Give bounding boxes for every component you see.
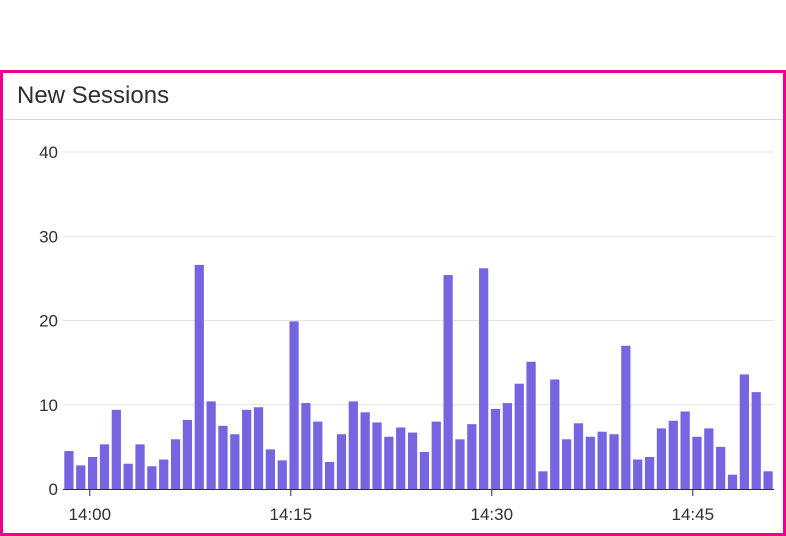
bar[interactable] xyxy=(609,434,619,489)
y-tick-label: 10 xyxy=(39,396,58,415)
bar[interactable] xyxy=(206,401,216,489)
bar[interactable] xyxy=(313,421,323,489)
y-tick-label: 0 xyxy=(49,480,58,499)
bar[interactable] xyxy=(194,264,204,489)
bar[interactable] xyxy=(621,345,631,489)
bar[interactable] xyxy=(242,409,252,489)
bar[interactable] xyxy=(407,432,418,489)
bar[interactable] xyxy=(668,420,678,489)
bar[interactable] xyxy=(455,439,465,489)
bar[interactable] xyxy=(716,446,726,490)
bar[interactable] xyxy=(218,425,228,489)
bar[interactable] xyxy=(526,361,536,489)
bar[interactable] xyxy=(99,444,110,489)
x-tick-label: 14:00 xyxy=(69,505,112,524)
y-tick-label: 30 xyxy=(39,227,58,246)
bar[interactable] xyxy=(336,434,347,489)
bar[interactable] xyxy=(419,451,430,489)
bar[interactable] xyxy=(159,459,169,489)
y-tick-label: 40 xyxy=(39,143,58,162)
bar[interactable] xyxy=(573,423,584,489)
bar[interactable] xyxy=(443,275,453,489)
bar[interactable] xyxy=(739,374,749,489)
bar[interactable] xyxy=(88,456,98,489)
bar[interactable] xyxy=(550,379,560,489)
bar[interactable] xyxy=(562,439,572,489)
bar[interactable] xyxy=(170,439,181,489)
bar[interactable] xyxy=(597,431,607,489)
bar[interactable] xyxy=(680,411,690,489)
panel-title: New Sessions xyxy=(17,82,170,109)
bar[interactable] xyxy=(384,436,394,489)
bar[interactable] xyxy=(135,444,145,489)
bar[interactable] xyxy=(656,428,667,489)
bar[interactable] xyxy=(751,392,761,489)
bar[interactable] xyxy=(633,459,643,489)
bar[interactable] xyxy=(301,403,311,489)
bar[interactable] xyxy=(692,436,702,489)
bar[interactable] xyxy=(479,268,489,489)
bar[interactable] xyxy=(372,422,382,489)
bar[interactable] xyxy=(360,412,370,489)
bar[interactable] xyxy=(431,421,441,489)
bar[interactable] xyxy=(76,465,86,489)
axes: 0 10 20 30 40 14:00 14:15 14:30 14:45 xyxy=(39,143,774,524)
grid-lines xyxy=(63,151,774,406)
bar[interactable] xyxy=(502,403,512,489)
bar[interactable] xyxy=(123,463,133,489)
bar[interactable] xyxy=(467,424,477,489)
bar[interactable] xyxy=(265,449,275,489)
bar[interactable] xyxy=(289,321,299,489)
bar[interactable] xyxy=(64,451,74,489)
bar[interactable] xyxy=(147,466,157,489)
x-tick-label: 14:15 xyxy=(270,505,313,524)
bar[interactable] xyxy=(182,419,193,489)
bar[interactable] xyxy=(396,427,406,490)
panel-header: New Sessions xyxy=(3,73,783,120)
bar[interactable] xyxy=(325,462,335,489)
bar[interactable] xyxy=(644,456,655,489)
bar[interactable] xyxy=(514,383,524,489)
x-tick-label: 14:30 xyxy=(471,505,514,524)
bar[interactable] xyxy=(763,471,773,489)
bar[interactable] xyxy=(538,471,548,489)
bar[interactable] xyxy=(111,409,121,489)
bar[interactable] xyxy=(230,434,240,489)
y-tick-label: 20 xyxy=(39,312,58,331)
bars xyxy=(64,264,773,490)
x-tick-label: 14:45 xyxy=(672,505,715,524)
bar[interactable] xyxy=(490,408,501,489)
bar[interactable] xyxy=(348,401,358,489)
bar[interactable] xyxy=(704,428,714,489)
bar[interactable] xyxy=(253,407,264,489)
bar[interactable] xyxy=(727,474,738,489)
bar[interactable] xyxy=(277,460,287,489)
bar[interactable] xyxy=(585,436,595,489)
